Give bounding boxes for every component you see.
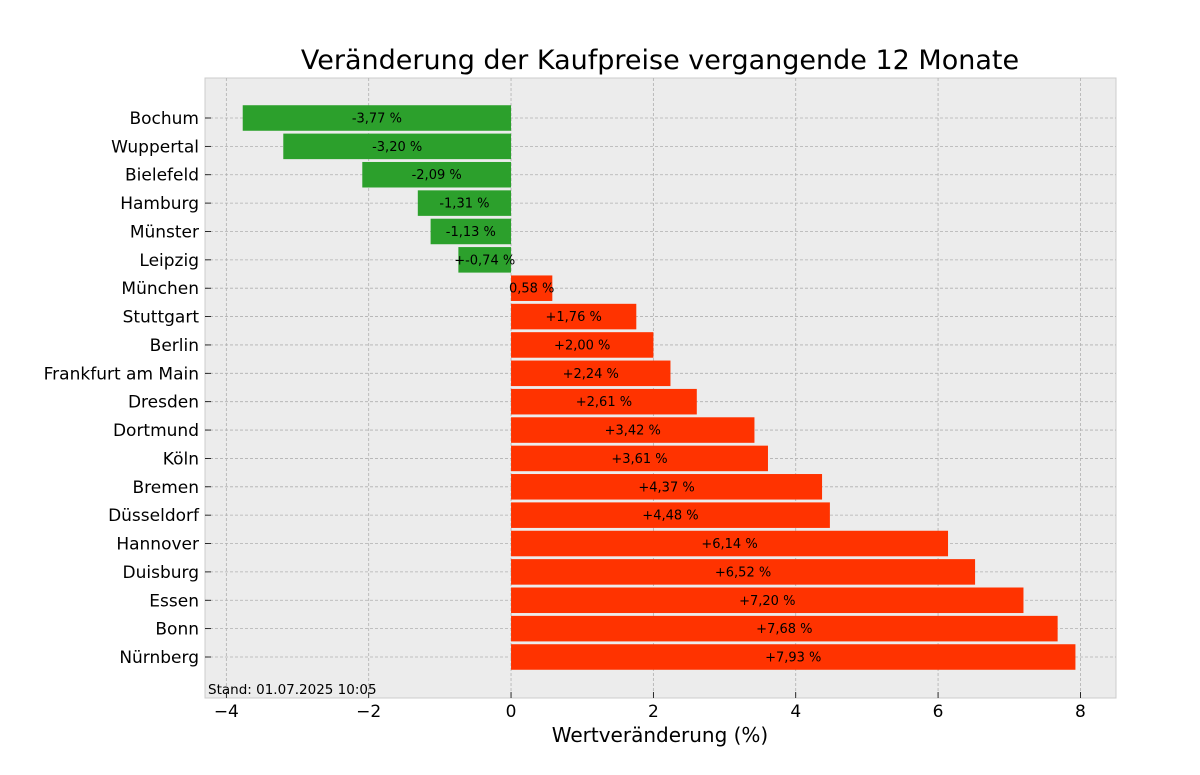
- category-label: Wuppertal: [111, 137, 199, 157]
- category-label: München: [121, 279, 199, 299]
- category-label: Münster: [130, 222, 199, 242]
- category-label: Hannover: [116, 535, 199, 555]
- x-tick-label: −4: [214, 702, 239, 722]
- data-label: +6,14 %: [701, 537, 757, 552]
- bar-hamburg: [417, 190, 512, 216]
- category-label: Nürnberg: [119, 648, 199, 668]
- category-label: Frankfurt am Main: [44, 364, 199, 384]
- bar-hannover: [511, 530, 949, 557]
- category-label: Berlin: [150, 336, 199, 356]
- category-label: Bielefeld: [125, 166, 199, 186]
- data-label: +3,61 %: [611, 452, 667, 467]
- data-labels-group: -3,77 % -3,20 % -2,09 % -1,31 % -1,13 % +-0,7…: [352, 112, 822, 666]
- bar-bonn: [511, 615, 1058, 642]
- category-label: Bonn: [155, 620, 199, 640]
- data-label: +2,61 %: [576, 395, 632, 410]
- category-label: Köln: [163, 449, 199, 469]
- bar-essen: [511, 587, 1024, 614]
- bar-frankfurt-am-main: [511, 360, 671, 387]
- x-tick-label: −2: [356, 702, 381, 722]
- x-tick-label: 2: [648, 702, 659, 722]
- bar-wuppertal: [283, 133, 512, 160]
- bar-stuttgart: [511, 303, 637, 330]
- data-label: -3,77 %: [352, 112, 402, 127]
- data-label: +2,24 %: [563, 367, 619, 382]
- category-label: Bochum: [129, 109, 199, 129]
- timestamp-annotation: Stand: 01.07.2025 10:05: [208, 682, 377, 698]
- bar-münster: [430, 218, 512, 245]
- category-label: Leipzig: [139, 251, 199, 271]
- bar-bochum: [242, 105, 512, 131]
- category-labels-group: Bochum Wuppertal Bielefeld Hamburg Münster Le…: [44, 109, 211, 668]
- x-ticks-group: −4 −2 0 2 4 6 8: [214, 692, 1086, 722]
- category-label: Bremen: [132, 478, 199, 498]
- bar-dresden: [511, 388, 697, 415]
- bar-duisburg: [511, 559, 976, 585]
- category-label: Dresden: [128, 393, 199, 413]
- bar-düsseldorf: [511, 502, 830, 528]
- category-label: Dortmund: [113, 421, 199, 441]
- bar-berlin: [511, 332, 654, 358]
- data-label: -1,31 %: [439, 197, 489, 212]
- data-label: 0,58 %: [509, 282, 554, 297]
- data-label: -3,20 %: [372, 140, 422, 155]
- bar-nürnberg: [511, 644, 1076, 670]
- category-label: Stuttgart: [123, 308, 200, 328]
- data-label: +7,93 %: [765, 651, 821, 666]
- x-tick-label: 6: [933, 702, 944, 722]
- category-label: Essen: [149, 591, 199, 611]
- data-label: +1,76 %: [546, 310, 602, 325]
- data-label: +6,52 %: [715, 565, 771, 580]
- x-tick-label: 0: [506, 702, 517, 722]
- data-label: +3,42 %: [605, 424, 661, 439]
- data-label: +7,68 %: [756, 622, 812, 637]
- data-label: -2,09 %: [412, 168, 462, 183]
- data-label: +4,48 %: [642, 509, 698, 524]
- data-label: +4,37 %: [638, 480, 694, 495]
- bar-dortmund: [511, 417, 755, 443]
- bar-köln: [511, 445, 768, 472]
- data-label: -1,13 %: [446, 225, 496, 240]
- bar-bielefeld: [362, 161, 512, 188]
- bar-münchen: [511, 275, 553, 301]
- bar-bremen: [511, 474, 823, 500]
- x-tick-label: 4: [790, 702, 801, 722]
- x-axis-label: Wertveränderung (%): [552, 723, 769, 747]
- data-label: +2,00 %: [554, 338, 610, 353]
- data-label: +-0,74 %: [454, 253, 515, 268]
- bars-group: [242, 105, 1076, 670]
- category-label: Düsseldorf: [108, 506, 200, 526]
- bar-leipzig: [458, 247, 512, 273]
- data-label: +7,20 %: [739, 594, 795, 609]
- category-label: Hamburg: [120, 194, 199, 214]
- category-label: Duisburg: [123, 563, 200, 583]
- x-tick-label: 8: [1075, 702, 1086, 722]
- chart-title: Veränderung der Kaufpreise vergangende 1…: [301, 45, 1019, 76]
